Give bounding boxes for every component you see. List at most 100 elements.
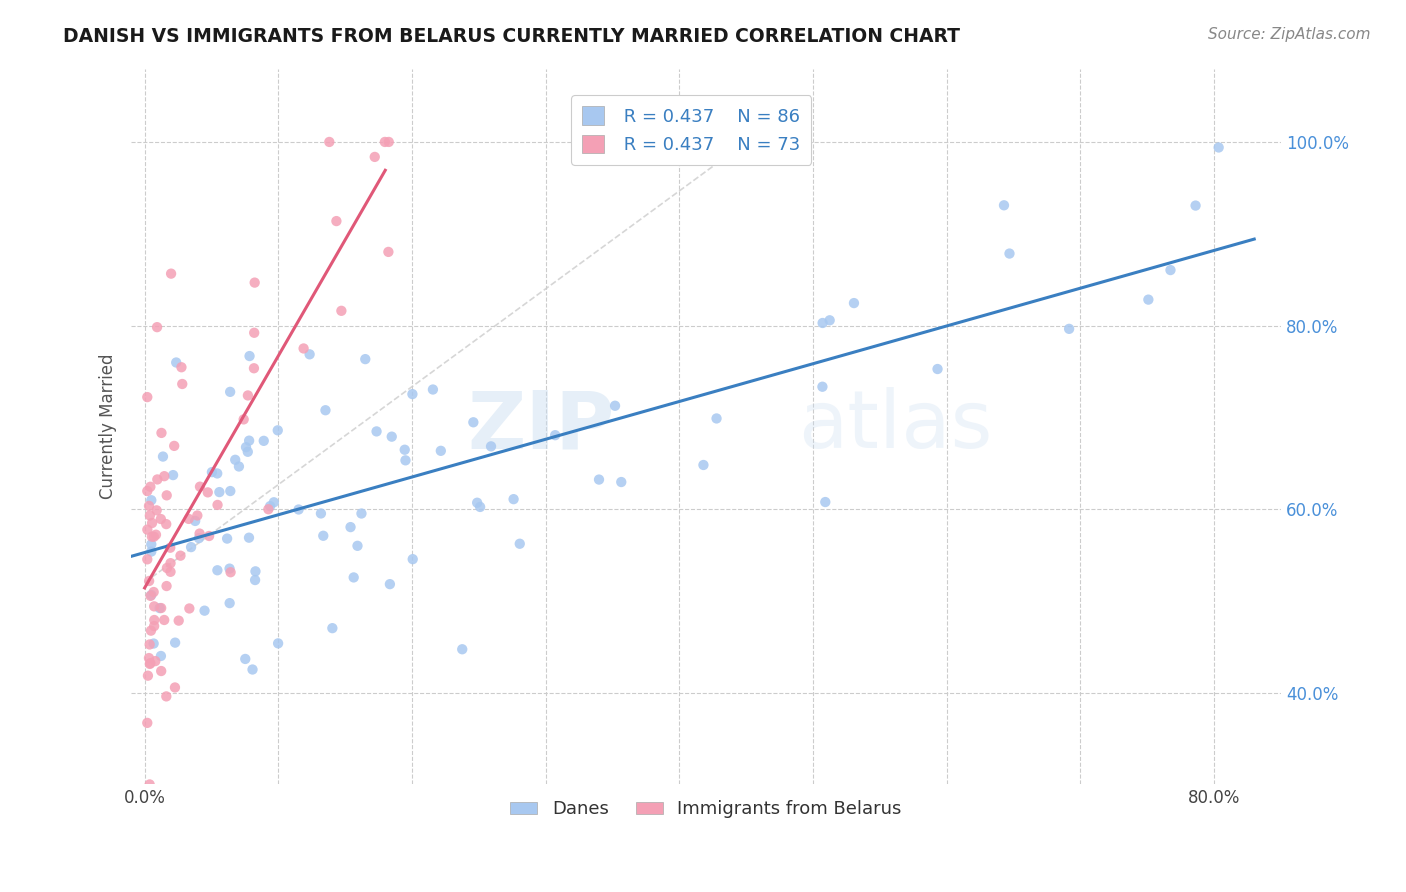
Point xyxy=(374,135,396,149)
Point xyxy=(343,570,366,584)
Point xyxy=(339,520,361,534)
Point xyxy=(184,514,207,528)
Point xyxy=(366,425,388,439)
Point xyxy=(136,668,159,682)
Point xyxy=(330,303,353,318)
Point xyxy=(263,495,285,509)
Point xyxy=(139,589,162,603)
Point xyxy=(422,383,444,397)
Point xyxy=(138,574,160,588)
Point xyxy=(219,483,242,498)
Point xyxy=(172,376,194,391)
Point xyxy=(1184,198,1206,212)
Point xyxy=(218,561,240,575)
Point xyxy=(141,588,163,602)
Point xyxy=(145,527,167,541)
Point xyxy=(217,532,239,546)
Point xyxy=(141,530,163,544)
Point xyxy=(159,541,181,555)
Point xyxy=(201,465,224,479)
Point xyxy=(451,642,474,657)
Point xyxy=(267,423,290,437)
Point xyxy=(238,434,260,448)
Point xyxy=(186,508,208,523)
Point xyxy=(243,276,266,290)
Point xyxy=(1208,140,1230,154)
Point xyxy=(292,342,315,356)
Point xyxy=(287,502,309,516)
Point xyxy=(198,529,221,543)
Point xyxy=(162,468,184,483)
Point xyxy=(177,512,200,526)
Point xyxy=(143,619,166,633)
Point xyxy=(205,467,228,481)
Point xyxy=(193,604,215,618)
Point xyxy=(149,648,172,663)
Point xyxy=(219,566,242,580)
Point xyxy=(136,715,159,730)
Point xyxy=(706,411,728,425)
Point xyxy=(163,681,186,695)
Point xyxy=(509,537,531,551)
Point xyxy=(479,439,502,453)
Point xyxy=(998,246,1021,260)
Point xyxy=(165,355,187,369)
Point xyxy=(138,777,160,791)
Point xyxy=(378,577,401,591)
Point xyxy=(153,613,176,627)
Point xyxy=(207,563,229,577)
Point xyxy=(243,361,266,376)
Point xyxy=(136,483,159,498)
Point xyxy=(259,499,281,513)
Point xyxy=(394,453,416,467)
Point xyxy=(298,347,321,361)
Point xyxy=(430,443,453,458)
Point xyxy=(143,654,166,668)
Point xyxy=(235,440,257,454)
Point xyxy=(141,544,163,558)
Point xyxy=(159,556,181,570)
Point xyxy=(153,469,176,483)
Point xyxy=(354,352,377,367)
Point xyxy=(169,549,191,563)
Point xyxy=(139,657,162,671)
Y-axis label: Currently Married: Currently Married xyxy=(100,354,117,500)
Point xyxy=(1159,263,1181,277)
Point xyxy=(312,529,335,543)
Point xyxy=(170,360,193,375)
Point xyxy=(155,517,177,532)
Point xyxy=(139,480,162,494)
Point xyxy=(692,458,714,472)
Point xyxy=(145,503,167,517)
Point xyxy=(401,387,423,401)
Point xyxy=(155,690,177,704)
Point xyxy=(187,531,209,545)
Point xyxy=(267,636,290,650)
Point xyxy=(463,415,485,429)
Point xyxy=(465,496,488,510)
Point xyxy=(811,316,834,330)
Point xyxy=(188,480,211,494)
Point xyxy=(232,412,254,426)
Point xyxy=(588,473,610,487)
Point xyxy=(318,135,340,149)
Point xyxy=(179,601,201,615)
Point xyxy=(1057,322,1080,336)
Point xyxy=(325,214,347,228)
Point xyxy=(381,430,404,444)
Point xyxy=(544,428,567,442)
Legend: Danes, Immigrants from Belarus: Danes, Immigrants from Belarus xyxy=(503,793,910,825)
Point xyxy=(143,599,166,614)
Point xyxy=(152,450,174,464)
Point xyxy=(350,507,373,521)
Point xyxy=(394,442,416,457)
Point xyxy=(257,502,280,516)
Point xyxy=(180,540,202,554)
Point xyxy=(197,485,219,500)
Point xyxy=(233,652,256,666)
Point xyxy=(138,499,160,513)
Point xyxy=(141,537,163,551)
Point xyxy=(160,267,183,281)
Point xyxy=(156,561,179,575)
Point xyxy=(136,523,159,537)
